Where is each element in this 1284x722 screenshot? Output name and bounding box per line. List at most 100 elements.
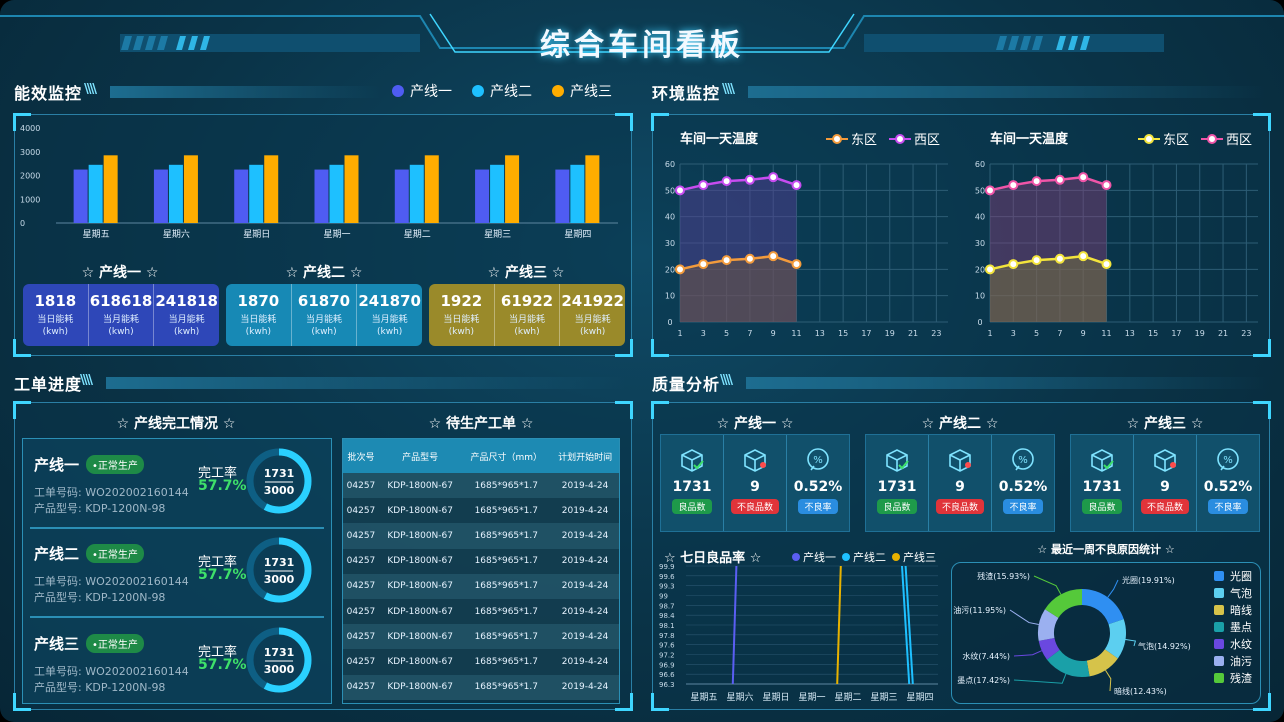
column-header[interactable]: 产品型号	[378, 439, 462, 473]
table-cell: 04257	[343, 498, 379, 524]
column-header[interactable]: 批次号	[343, 439, 379, 473]
table-row[interactable]: 04257 KDP-1800N-67 1685*965*1.7 2019-4-24	[343, 548, 619, 574]
table-cell: 1685*965*1.7	[461, 548, 552, 574]
status-badge: •正常生产	[86, 544, 144, 563]
stat-value: 241818	[155, 292, 218, 310]
legend-label: 油污	[1230, 654, 1252, 668]
bar-产线三	[505, 155, 520, 223]
legend-item[interactable]: 西区	[1201, 129, 1252, 148]
donut-slice-光圈	[1082, 589, 1124, 625]
table-row[interactable]: 04257 KDP-1800N-67 1685*965*1.7 2019-4-24	[343, 573, 619, 599]
legend-swatch	[1214, 571, 1224, 581]
data-point	[1008, 259, 1019, 270]
table-cell: 2019-4-24	[551, 624, 619, 650]
table-row[interactable]: 04257 KDP-1800N-67 1685*965*1.7 2019-4-24	[343, 674, 619, 700]
x-tick-label: 3	[701, 329, 706, 338]
table-row[interactable]: 04257 KDP-1800N-67 1685*965*1.7 2019-4-24	[343, 649, 619, 675]
area-西区	[990, 177, 1107, 322]
bar-产线二	[329, 164, 344, 223]
table-row[interactable]: 04257 KDP-1800N-67 1685*965*1.7 2019-4-24	[343, 624, 619, 650]
x-tick-label: 星期二	[404, 229, 431, 240]
x-tick-label: 23	[1241, 329, 1251, 338]
quality-line-title: ☆ 产线一 ☆	[716, 416, 794, 432]
data-point	[744, 253, 755, 264]
table-cell: 1685*965*1.7	[461, 598, 552, 625]
bad-tag: 不良品数	[730, 499, 779, 514]
table-cell: 2019-4-24	[551, 473, 619, 499]
rate-label: 完工率	[198, 466, 238, 481]
legend-item[interactable]: 东区	[1138, 129, 1189, 148]
x-tick-label: 星期五	[83, 229, 110, 240]
legend-item[interactable]: 产线一	[792, 549, 836, 565]
y-tick-label: 40	[975, 213, 985, 222]
legend-item[interactable]: 产线一	[392, 81, 452, 101]
x-tick-label: 15	[838, 329, 848, 338]
legend-label: 光圈	[1230, 569, 1252, 583]
legend-item[interactable]: 产线三	[892, 549, 936, 565]
table-row[interactable]: 04257 KDP-1800N-67 1685*965*1.7 2019-4-24	[343, 523, 619, 549]
good-count: 1731	[672, 479, 712, 495]
stat-value: 1818	[34, 292, 77, 310]
table-cell: 04257	[343, 573, 379, 599]
defect-rate: 0.52%	[1203, 479, 1253, 495]
good-tag: 良品数	[1082, 499, 1122, 514]
slice-label: 暗线(12.43%)	[1114, 686, 1167, 696]
slice-label: 气泡(14.92%)	[1138, 641, 1191, 651]
legend-item[interactable]: 产线三	[552, 81, 612, 101]
good-tag: 良品数	[672, 499, 712, 514]
bar-产线一	[475, 169, 490, 223]
x-tick-label: 星期六	[726, 691, 753, 703]
y-tick-label: 97.6	[659, 642, 675, 650]
table-row[interactable]: 04257 KDP-1800N-67 1685*965*1.7 2019-4-24	[343, 498, 619, 524]
table-row[interactable]: 04257 KDP-1800N-67 1685*965*1.7 2019-4-24	[343, 598, 619, 625]
x-tick-label: 星期四	[564, 229, 591, 240]
box-check-icon	[681, 449, 704, 472]
table-cell: 04257	[343, 598, 379, 625]
status-badge: •正常生产	[86, 455, 144, 474]
column-header[interactable]: 计划开始时间	[551, 439, 619, 473]
total-count: 3000	[264, 573, 295, 586]
label-leader	[1107, 579, 1119, 598]
table-cell: 04257	[343, 523, 379, 549]
stat-unit: (kwh)	[514, 327, 540, 337]
table-cell: KDP-1800N-67	[378, 624, 462, 650]
energy-legend: 产线一 产线二 产线三	[392, 81, 612, 101]
legend-item[interactable]: 产线二	[472, 81, 532, 101]
defect-title: ☆ 最近一周不良原因统计 ☆	[1037, 543, 1175, 556]
data-point	[985, 264, 995, 275]
x-tick-label: 11	[1101, 329, 1111, 338]
legend-item[interactable]: 产线二	[842, 549, 886, 565]
bar-产线三	[424, 155, 439, 223]
good-count: 1731	[877, 479, 917, 495]
y-tick-label: 98.4	[659, 612, 675, 620]
stat-value: 1922	[440, 292, 483, 310]
section-bar	[746, 377, 1266, 389]
x-tick-label: 21	[1218, 329, 1228, 338]
table-row[interactable]: 04257 KDP-1800N-67 1685*965*1.7 2019-4-24	[343, 473, 619, 499]
legend-label: 气泡	[1230, 586, 1252, 600]
done-count: 1731	[264, 467, 295, 480]
order-number: 工单号码: WO202002160144	[34, 486, 189, 499]
y-tick-label: 30	[975, 239, 985, 248]
table-cell: KDP-1800N-67	[378, 573, 462, 599]
legend-item[interactable]: 东区	[826, 129, 877, 148]
x-tick-label: 星期四	[906, 692, 933, 703]
divider	[30, 527, 324, 529]
legend-item[interactable]: 西区	[889, 129, 940, 148]
table-cell: 04257	[343, 624, 379, 650]
column-header[interactable]: 产品尺寸（mm）	[461, 439, 552, 473]
progress-arc	[246, 448, 312, 514]
y-tick-label: 50	[665, 186, 675, 195]
y-tick-label: 0	[667, 318, 672, 327]
energy-stat-card: 1922 当日能耗 (kwh) 61922 当月能耗 (kwh) 241922 当月能耗 (…	[429, 284, 625, 346]
stat-unit: (kwh)	[245, 327, 271, 337]
bar-产线二	[249, 164, 264, 223]
data-point	[791, 259, 802, 270]
y-tick-label: 20	[975, 265, 985, 274]
line-progress-card: 产线三 •正常生产 工单号码: WO202002160144 产品型号: KDP…	[22, 621, 330, 709]
quality-line-title: ☆ 产线二 ☆	[921, 416, 999, 432]
label-leader	[1105, 669, 1112, 692]
defect-rate: 0.52%	[998, 479, 1048, 495]
order-number: 工单号码: WO202002160144	[34, 665, 189, 678]
energy-stat-card: 1818 当日能耗 (kwh) 618618 当月能耗 (kwh) 241818 当月能耗…	[23, 284, 219, 346]
